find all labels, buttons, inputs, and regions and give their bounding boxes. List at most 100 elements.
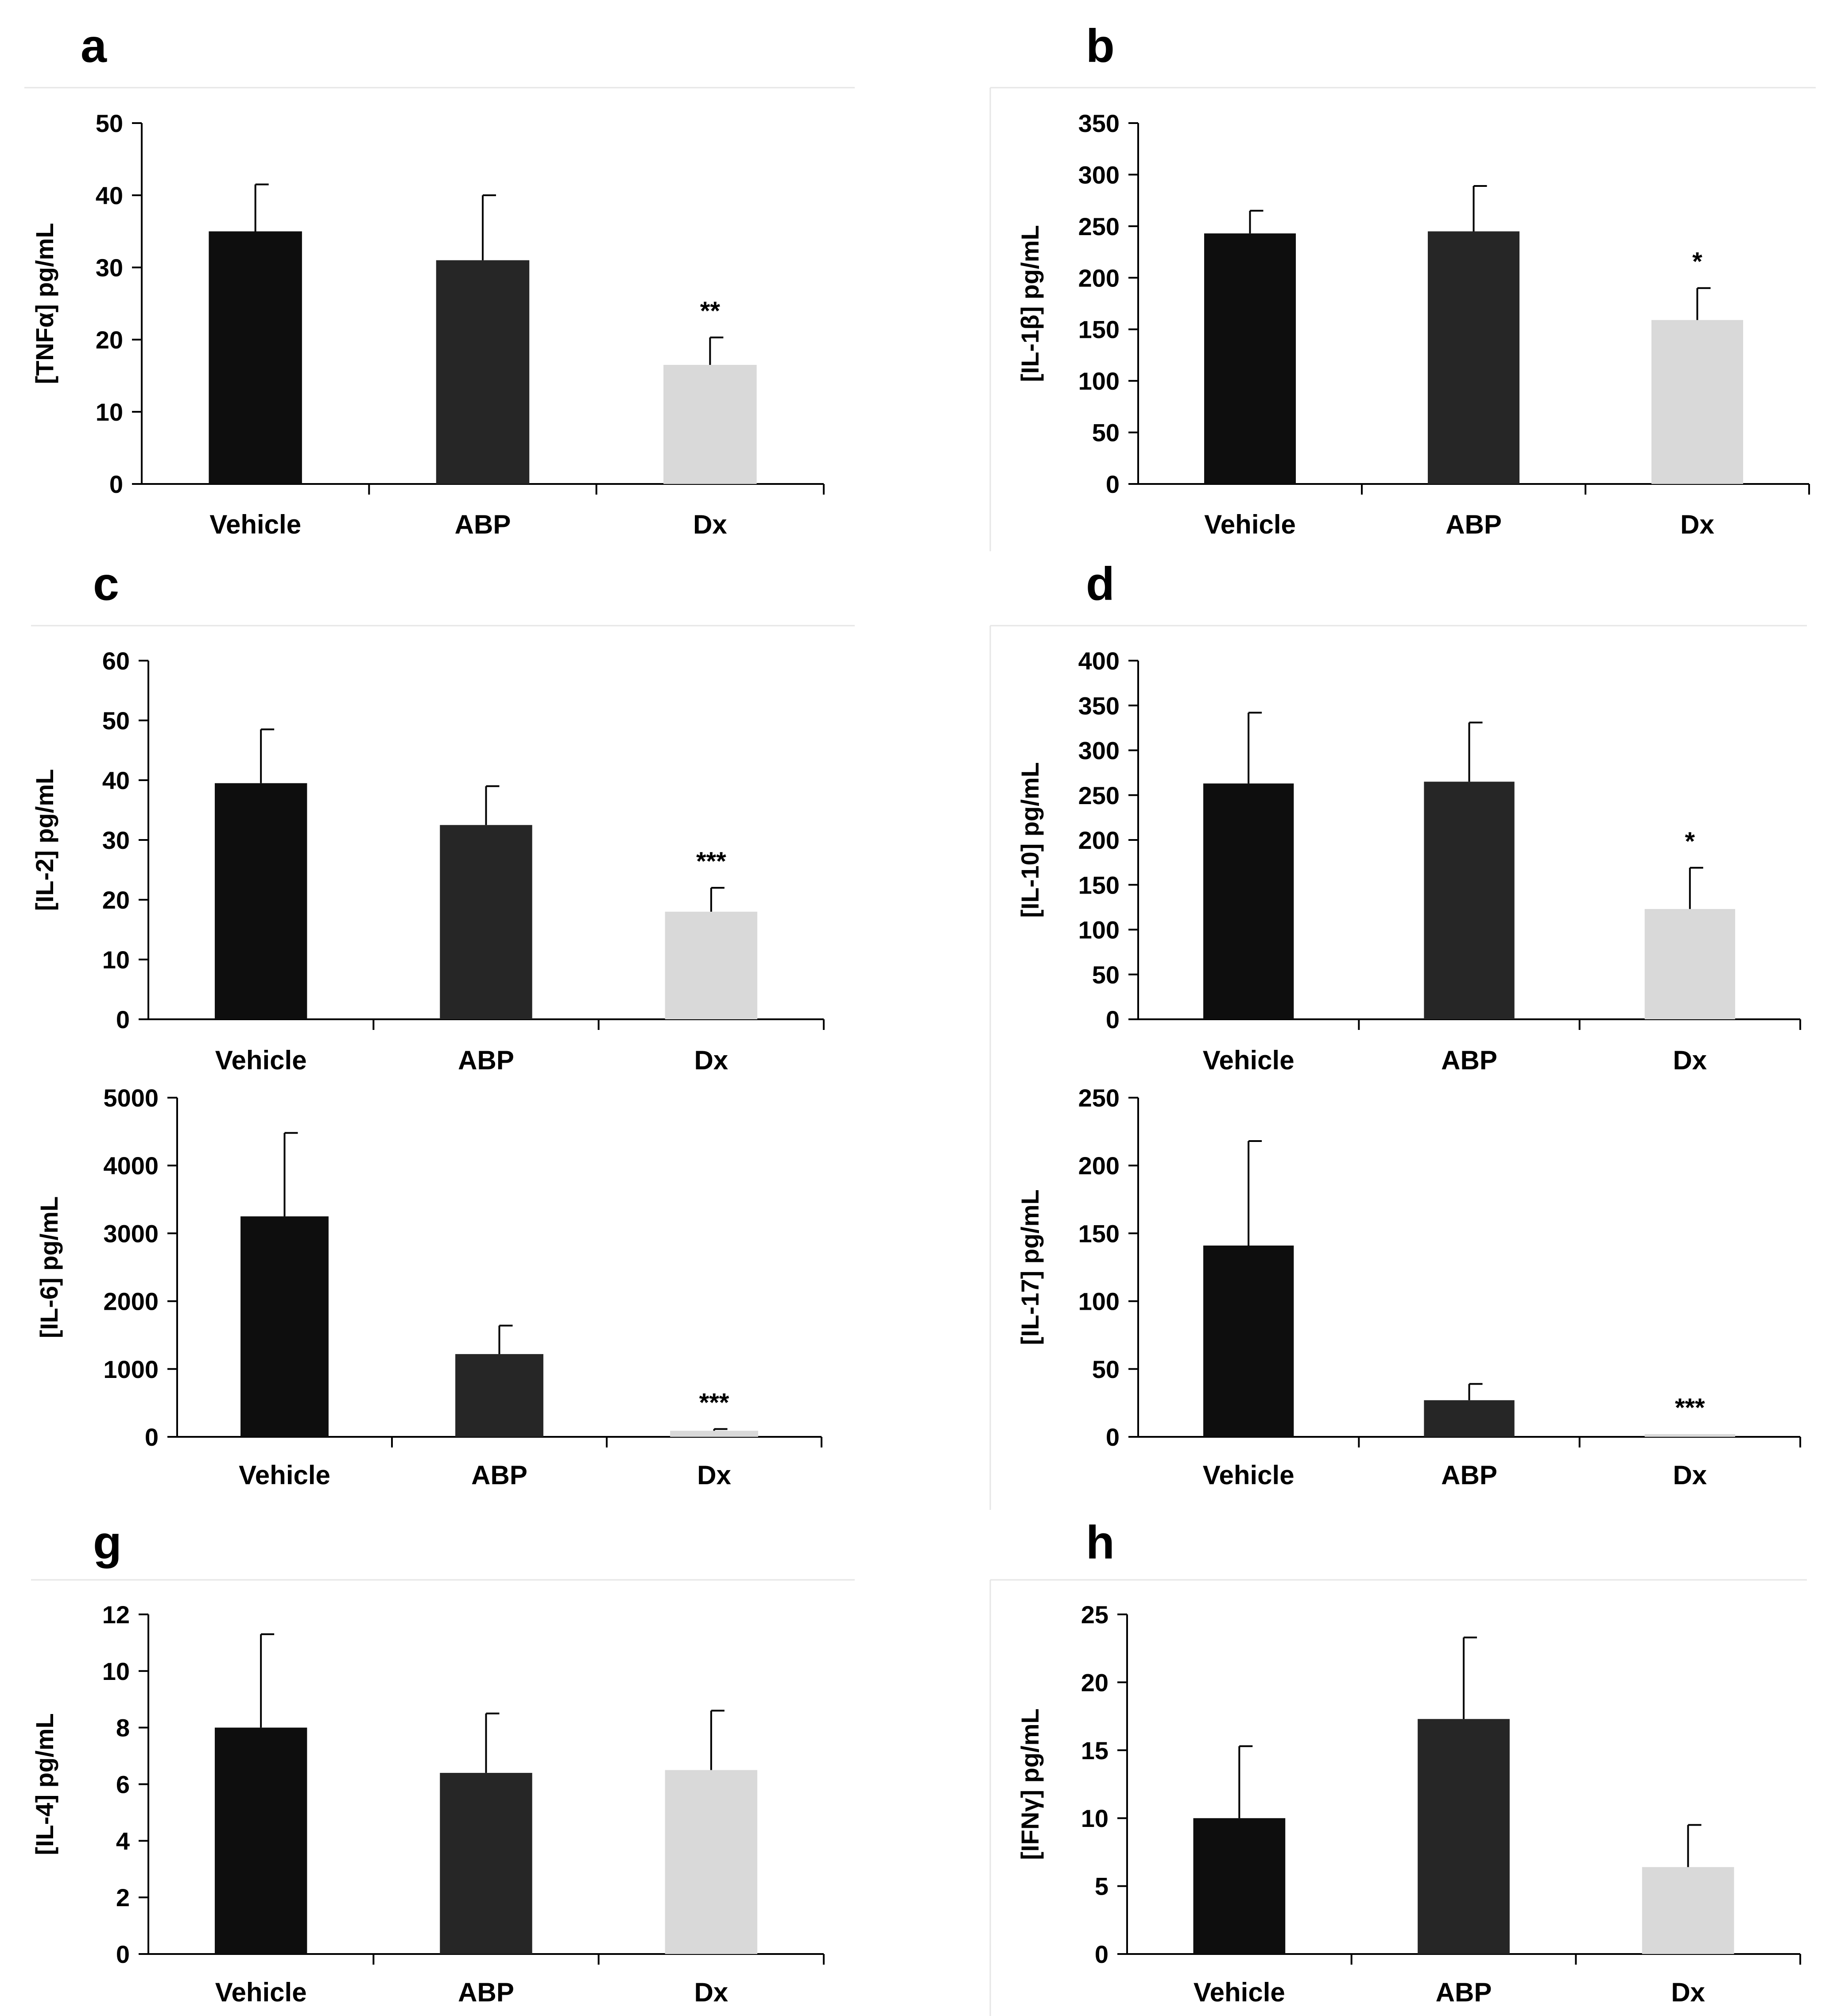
category-label-dx: Dx	[694, 1977, 728, 2007]
chart-il10: 0 50 100 150 200 250 300 350 400 Vehicle ABP * Dx [IL…	[1016, 647, 1801, 1075]
chart-il17: 0 50 100 150 200 250 Vehicle ABP *** Dx [IL-17] pg…	[1016, 1084, 1801, 1490]
y-tick-label: 50	[1092, 419, 1120, 447]
y-tick-label: 50	[96, 109, 123, 137]
bar-vehicle	[214, 1727, 307, 1954]
category-label-vehicle: Vehicle	[209, 510, 301, 539]
chart-ifng: 0 5 10 15 20 25 Vehicle ABP Dx [IFNγ] pg/mL	[1016, 1601, 1801, 2007]
category-label-abp: ABP	[1446, 510, 1502, 539]
y-tick-label: 2	[116, 1884, 130, 1912]
bar-vehicle	[240, 1216, 329, 1437]
category-label-abp: ABP	[458, 1977, 514, 2007]
y-tick-label: 10	[102, 946, 130, 974]
y-tick-label: 4000	[103, 1152, 159, 1180]
y-tick-label: 0	[1106, 1423, 1120, 1451]
category-label-vehicle: Vehicle	[1204, 510, 1296, 539]
y-tick-label: 300	[1078, 161, 1120, 189]
y-tick-label: 25	[1081, 1601, 1108, 1629]
bar-abp	[440, 825, 532, 1019]
y-tick-label: 1000	[103, 1355, 159, 1383]
category-label-dx: Dx	[1671, 1977, 1705, 2007]
y-tick-label: 50	[102, 707, 130, 735]
y-tick-label: 200	[1078, 826, 1120, 854]
y-axis-label: [IL-10] pg/mL	[1016, 762, 1044, 918]
y-tick-label: 0	[109, 470, 123, 498]
y-tick-label: 8	[116, 1714, 130, 1742]
bar-abp	[440, 1772, 532, 1954]
bar-dx	[663, 365, 757, 484]
y-tick-label: 40	[102, 766, 130, 794]
panel-separators	[24, 87, 1816, 2016]
category-label-dx: Dx	[1673, 1460, 1707, 1490]
y-tick-label: 3000	[103, 1219, 159, 1247]
y-tick-label: 200	[1078, 264, 1120, 292]
bar-abp	[1427, 231, 1520, 484]
category-label-dx: Dx	[1680, 510, 1714, 539]
category-label-dx: Dx	[1673, 1045, 1707, 1075]
y-tick-label: 50	[1092, 1355, 1120, 1383]
y-tick-label: 4	[116, 1827, 130, 1855]
category-label-abp: ABP	[1441, 1460, 1497, 1490]
y-axis-label: [IL-2] pg/mL	[31, 769, 58, 911]
panel-letter-d: d	[1086, 558, 1115, 610]
y-tick-label: 10	[102, 1657, 130, 1685]
bar-abp	[1424, 1400, 1515, 1437]
y-tick-label: 15	[1081, 1737, 1108, 1764]
y-tick-label: 100	[1078, 367, 1120, 395]
y-axis-label: [IFNγ] pg/mL	[1016, 1708, 1044, 1860]
bar-dx	[1644, 1434, 1735, 1437]
y-tick-label: 100	[1078, 1288, 1120, 1316]
bar-dx	[665, 1770, 758, 1954]
significance-marker: ***	[1675, 1393, 1705, 1422]
category-label-abp: ABP	[455, 510, 511, 539]
y-tick-label: 12	[102, 1601, 130, 1629]
y-tick-label: 20	[96, 326, 123, 354]
category-label-dx: Dx	[693, 510, 727, 539]
y-tick-label: 50	[1092, 961, 1120, 989]
y-axis-label: [IL-6] pg/mL	[35, 1196, 63, 1338]
y-tick-label: 200	[1078, 1152, 1120, 1180]
y-tick-label: 60	[102, 647, 130, 675]
significance-marker: *	[1692, 248, 1702, 276]
panel-letter-h: h	[1086, 1517, 1115, 1569]
bar-dx	[670, 1431, 758, 1437]
y-axis-label: [IL-1β] pg/mL	[1016, 225, 1044, 382]
y-tick-label: 0	[116, 1006, 130, 1033]
panel-letter-c: c	[93, 558, 119, 610]
y-tick-label: 2000	[103, 1288, 159, 1316]
bar-dx	[1642, 1867, 1734, 1954]
y-tick-label: 300	[1078, 737, 1120, 765]
significance-marker: **	[700, 297, 721, 325]
category-label-vehicle: Vehicle	[1194, 1977, 1285, 2007]
y-tick-label: 0	[145, 1423, 159, 1451]
y-tick-label: 10	[96, 398, 123, 426]
y-tick-label: 250	[1078, 213, 1120, 240]
y-tick-label: 30	[102, 826, 130, 854]
chart-il6: 0 1000 2000 3000 4000 5000 Vehicle ABP *** Dx [IL-…	[35, 1084, 822, 1490]
y-tick-label: 400	[1078, 647, 1120, 675]
category-label-abp: ABP	[471, 1460, 527, 1490]
significance-marker: *	[1685, 827, 1695, 856]
y-tick-label: 5	[1095, 1873, 1108, 1900]
category-label-dx: Dx	[694, 1045, 728, 1075]
y-tick-label: 40	[96, 182, 123, 209]
significance-marker: ***	[696, 847, 726, 876]
y-tick-label: 350	[1078, 109, 1120, 137]
y-tick-label: 0	[1095, 1940, 1108, 1968]
y-tick-label: 6	[116, 1771, 130, 1799]
category-label-abp: ABP	[1441, 1045, 1497, 1075]
bar-dx	[665, 912, 758, 1019]
y-tick-label: 0	[1106, 470, 1120, 498]
category-label-vehicle: Vehicle	[239, 1460, 330, 1490]
y-tick-label: 150	[1078, 316, 1120, 344]
bar-vehicle	[1203, 1245, 1294, 1437]
bar-dx	[1651, 320, 1744, 484]
y-tick-label: 350	[1078, 692, 1120, 720]
chart-il4: 0 2 4 6 8 10 12 Vehicle ABP Dx [IL-4] pg/mL	[31, 1601, 825, 2007]
category-label-vehicle: Vehicle	[215, 1045, 307, 1075]
category-label-abp: ABP	[1436, 1977, 1492, 2007]
bar-vehicle	[1203, 783, 1294, 1019]
bar-abp	[455, 1354, 543, 1437]
y-tick-label: 5000	[103, 1084, 159, 1112]
bar-vehicle	[214, 783, 307, 1019]
